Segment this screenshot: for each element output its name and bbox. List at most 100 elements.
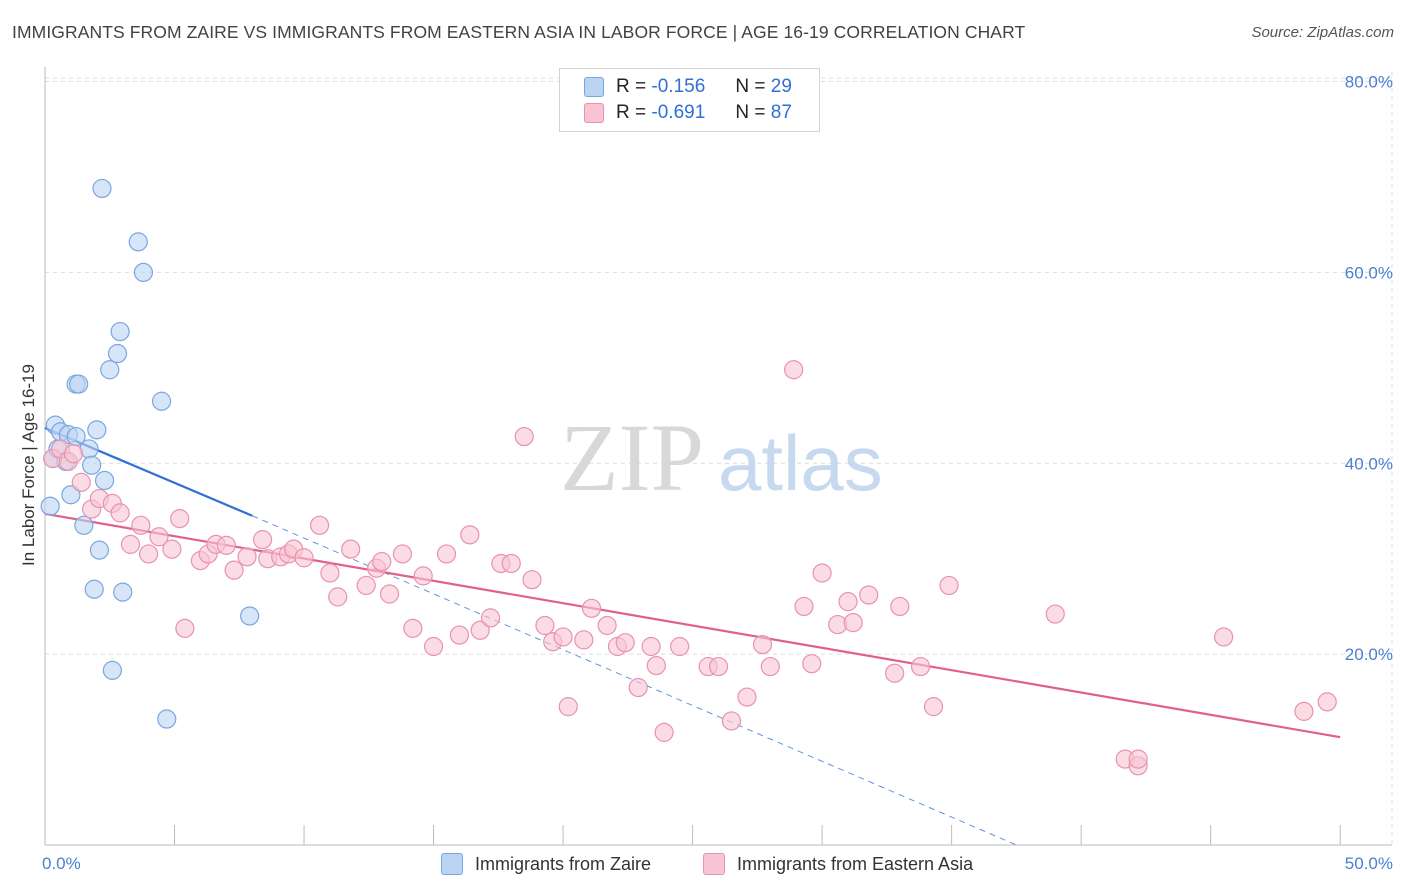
legend-r-value-zaire: -0.156 <box>651 76 706 97</box>
legend-n-label: N = <box>735 76 766 97</box>
data-point-eastern-asia <box>708 656 729 677</box>
data-point-eastern-asia <box>341 539 361 559</box>
bottom-legend-label-zaire: Immigrants from Zaire <box>475 853 652 874</box>
data-point-eastern-asia <box>581 598 602 618</box>
data-point-eastern-asia <box>737 687 757 707</box>
data-point-eastern-asia <box>628 677 648 698</box>
data-point-zaire <box>128 232 148 252</box>
data-point-eastern-asia <box>470 620 490 640</box>
source-credit: Source: ZipAtlas.com <box>1251 24 1394 41</box>
gridlines <box>45 72 1393 845</box>
data-point-zaire <box>240 606 260 626</box>
y-tick-label: 20.0% <box>1345 645 1393 664</box>
data-point-eastern-asia <box>535 615 555 636</box>
legend-r-label: R = <box>616 76 647 97</box>
data-point-eastern-asia <box>1294 701 1314 721</box>
data-point-eastern-asia <box>939 575 959 596</box>
data-point-eastern-asia <box>328 587 348 607</box>
data-point-eastern-asia <box>120 534 141 554</box>
data-point-eastern-asia <box>110 503 130 523</box>
data-point-zaire <box>100 360 120 380</box>
data-point-eastern-asia <box>641 636 661 657</box>
data-point-eastern-asia <box>403 618 423 638</box>
data-point-eastern-asia <box>413 566 433 586</box>
data-point-zaire <box>133 262 154 283</box>
data-point-eastern-asia <box>460 525 480 545</box>
x-tick-label-min: 0.0% <box>42 854 81 873</box>
data-point-eastern-asia <box>423 636 444 657</box>
data-point-zaire <box>92 178 112 199</box>
data-point-eastern-asia <box>615 633 635 653</box>
data-point-eastern-asia <box>1214 627 1234 647</box>
tick-labels: 20.0% 40.0% 60.0% 80.0% 0.0% 50.0% <box>42 73 1393 873</box>
data-point-eastern-asia <box>654 722 674 742</box>
watermark-atlas: atlas <box>718 419 883 507</box>
data-point-zaire <box>61 485 81 505</box>
y-axis-label: In Labor Force | Age 16-19 <box>19 364 38 566</box>
data-point-eastern-asia <box>1317 692 1337 712</box>
data-point-eastern-asia <box>71 472 91 492</box>
data-point-eastern-asia <box>802 654 822 674</box>
data-point-eastern-asia <box>162 539 182 559</box>
bottom-legend-eastern-asia: Immigrants from Eastern Asia <box>703 852 973 876</box>
data-point-eastern-asia <box>216 535 236 555</box>
data-point-eastern-asia <box>522 570 542 590</box>
data-point-zaire <box>94 470 115 491</box>
data-point-eastern-asia <box>237 547 257 567</box>
data-point-eastern-asia <box>794 596 814 617</box>
y-tick-label: 40.0% <box>1345 454 1393 473</box>
watermark-zip: ZIP <box>560 404 704 511</box>
data-point-eastern-asia <box>356 575 376 596</box>
x-tick-label-max: 50.0% <box>1345 854 1393 873</box>
data-point-eastern-asia <box>449 625 470 645</box>
data-point-zaire <box>107 343 128 364</box>
data-point-eastern-asia <box>670 636 690 657</box>
data-point-eastern-asia <box>812 563 832 583</box>
y-tick-label: 80.0% <box>1345 73 1393 92</box>
data-point-eastern-asia <box>294 548 314 568</box>
data-point-eastern-asia <box>843 613 863 633</box>
data-point-eastern-asia <box>224 560 244 580</box>
trendline-zaire-extension <box>252 515 1017 846</box>
data-point-eastern-asia <box>131 515 151 535</box>
data-point-zaire <box>110 321 130 342</box>
data-point-zaire <box>151 391 172 411</box>
data-point-zaire <box>82 455 102 475</box>
data-point-eastern-asia <box>646 655 666 676</box>
data-point-eastern-asia <box>170 509 190 529</box>
data-point-zaire <box>102 660 122 680</box>
data-point-eastern-asia <box>252 530 273 550</box>
data-point-eastern-asia <box>752 634 773 655</box>
data-point-eastern-asia <box>501 553 521 574</box>
bottom-legend-swatch-eastern-asia <box>703 853 725 875</box>
data-point-eastern-asia <box>63 444 84 464</box>
data-point-zaire <box>40 496 60 516</box>
bottom-legend-zaire: Immigrants from Zaire <box>441 852 651 876</box>
legend-row-eastern-asia: R = -0.691 N = 87 <box>584 101 792 125</box>
data-point-eastern-asia <box>558 697 578 717</box>
data-point-eastern-asia <box>1045 604 1065 624</box>
data-point-eastern-asia <box>910 656 931 677</box>
data-point-eastern-asia <box>392 544 413 564</box>
data-point-zaire <box>84 579 104 599</box>
bottom-legend-swatch-zaire <box>441 853 463 875</box>
data-point-zaire <box>157 709 177 729</box>
data-point-eastern-asia <box>436 544 457 564</box>
legend-n-value-zaire: 29 <box>770 76 792 97</box>
legend-row-zaire: R = -0.156 N = 29 <box>584 75 792 99</box>
chart-title: IMMIGRANTS FROM ZAIRE VS IMMIGRANTS FROM… <box>12 22 1026 42</box>
data-point-zaire <box>74 515 94 535</box>
data-point-zaire <box>89 540 109 560</box>
data-point-zaire <box>113 582 133 602</box>
data-point-eastern-asia <box>784 360 804 380</box>
legend-r-label: R = <box>616 102 647 123</box>
data-point-eastern-asia <box>175 618 195 638</box>
data-point-eastern-asia <box>379 584 400 604</box>
data-point-eastern-asia <box>139 544 159 564</box>
data-point-eastern-asia <box>923 697 944 717</box>
data-point-eastern-asia <box>574 630 594 650</box>
data-point-eastern-asia <box>597 615 617 636</box>
legend-r-value-eastern-asia: -0.691 <box>651 102 706 123</box>
data-point-eastern-asia <box>480 608 501 628</box>
